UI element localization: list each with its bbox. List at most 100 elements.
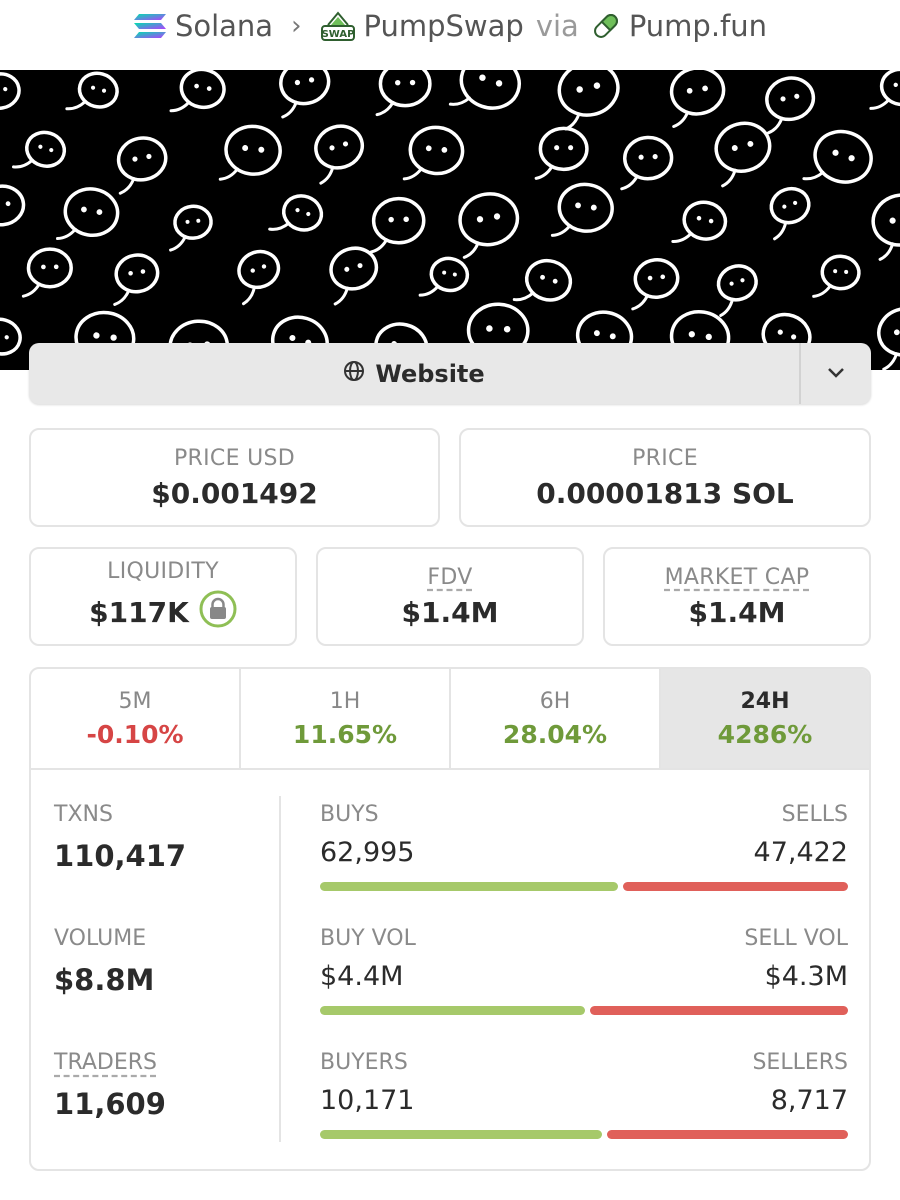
price-usd-card: PRICE USD $0.001492 (29, 428, 440, 527)
banner-doodle (169, 204, 213, 252)
buys-label: BUYS (320, 802, 379, 827)
traders-stat[interactable]: TRADERS 11,609 (54, 1050, 166, 1121)
period-tabs: 5M -0.10% 1H 11.65% 6H 28.04% 24H 4286% (31, 669, 869, 770)
stats-divider (279, 796, 281, 1142)
token-banner-image (0, 70, 900, 370)
banner-doodle (21, 247, 73, 298)
links-dropdown-button[interactable] (799, 343, 871, 404)
buy-bar-segment (320, 1130, 602, 1139)
banner-doodle (716, 264, 758, 317)
sell-bar-segment (589, 1006, 848, 1015)
buys-value: 62,995 (320, 837, 415, 868)
volume-value: $8.8M (54, 963, 155, 997)
liquidity-label: LIQUIDITY (107, 558, 219, 584)
buy-vol-value: $4.4M (320, 961, 404, 992)
buy-vol-label: BUY VOL (320, 926, 416, 951)
banner-doodle (631, 258, 680, 311)
liquidity-value: $117K (89, 595, 189, 629)
market-cap-card[interactable]: MARKET CAP $1.4M (603, 547, 871, 646)
liquidity-card: LIQUIDITY $117K (29, 547, 297, 646)
banner-doodle (12, 130, 67, 169)
price-native-card: PRICE 0.00001813 SOL (459, 428, 871, 527)
breadcrumb-launchpad[interactable]: Pump.fun (591, 9, 767, 43)
chain-name: Solana (174, 9, 274, 43)
buy-bar-segment (320, 882, 619, 891)
tab-24h[interactable]: 24H 4286% (661, 669, 869, 768)
txns-stat: TXNS 110,417 (54, 802, 186, 873)
lock-icon[interactable] (199, 590, 237, 635)
buy-sell-volume-bar (320, 1006, 848, 1015)
banner-doodle (512, 258, 573, 302)
banner-doodle (314, 124, 365, 185)
price-usd-value: $0.001492 (151, 476, 318, 510)
pumpswap-badge-text: SWAP (321, 29, 354, 40)
volume-stat: VOLUME $8.8M (54, 926, 154, 997)
price-native-value: 0.00001813 SOL (536, 476, 794, 510)
banner-doodle (458, 192, 520, 259)
buyers-value: 10,171 (320, 1085, 415, 1116)
tab-change: -0.10% (86, 719, 184, 749)
tab-1h[interactable]: 1H 11.65% (241, 669, 451, 768)
traders-value: 11,609 (54, 1087, 166, 1121)
buy-bar-segment (320, 1006, 585, 1015)
breadcrumb-chain[interactable]: Solana (133, 9, 273, 43)
buys-sells-bar (320, 882, 848, 891)
pill-icon (591, 11, 621, 41)
banner-doodle (669, 70, 726, 129)
banner-doodle (65, 71, 119, 111)
banner-doodle (534, 126, 589, 180)
website-label: Website (375, 359, 485, 388)
fdv-card[interactable]: FDV $1.4M (316, 547, 584, 646)
banner-doodle (877, 306, 900, 370)
banner-doodle (169, 70, 226, 113)
banner-doodle (671, 200, 728, 243)
website-button-group: Website (29, 343, 871, 404)
banner-doodle (218, 124, 282, 181)
chevron-down-icon (826, 364, 846, 383)
buys-sells-stat: BUYS SELLS 62,995 47,422 (320, 802, 848, 891)
launchpad-name: Pump.fun (628, 9, 768, 43)
pumpswap-icon: SWAP (320, 9, 356, 43)
tab-label: 5M (118, 688, 152, 714)
banner-doodle (869, 70, 900, 110)
breadcrumb-dex[interactable]: SWAP PumpSwap (320, 9, 524, 43)
market-cap-value: $1.4M (688, 595, 786, 629)
market-cap-label: MARKET CAP (664, 564, 810, 590)
buyers-sellers-stat: BUYERS SELLERS 10,171 8,717 (320, 1050, 848, 1139)
banner-doodle (56, 187, 120, 241)
tab-change: 28.04% (502, 719, 608, 749)
banner-doodle (402, 125, 465, 181)
dex-name: PumpSwap (363, 9, 524, 43)
sell-vol-value: $4.3M (764, 961, 848, 992)
sells-value: 47,422 (753, 837, 848, 868)
tab-change: 11.65% (292, 719, 398, 749)
banner-doodle (329, 246, 379, 306)
fdv-label: FDV (427, 564, 473, 590)
sell-bar-segment (623, 882, 848, 891)
banner-doodle (375, 70, 432, 117)
period-stats: TXNS 110,417 VOLUME $8.8M TRADERS 11,609… (31, 770, 869, 1169)
tab-6h[interactable]: 6H 28.04% (451, 669, 661, 768)
buy-sell-volume-stat: BUY VOL SELL VOL $4.4M $4.3M (320, 926, 848, 1015)
fdv-value: $1.4M (401, 595, 499, 629)
globe-icon (343, 360, 365, 388)
buyers-label: BUYERS (320, 1050, 408, 1075)
txns-value: 110,417 (54, 839, 187, 873)
buyers-sellers-bar (320, 1130, 848, 1139)
sellers-label: SELLERS (752, 1050, 848, 1075)
tab-label: 24H (740, 688, 790, 714)
breadcrumb: Solana › SWAP PumpSwap via Pump.fun (0, 0, 900, 52)
banner-doodle (769, 186, 811, 241)
tab-5m[interactable]: 5M -0.10% (31, 669, 241, 768)
sell-bar-segment (606, 1130, 848, 1139)
banner-doodle (279, 70, 331, 119)
banner-doodle (418, 256, 470, 297)
sells-label: SELLS (781, 802, 848, 827)
banner-doodle (802, 129, 873, 184)
banner-doodle (812, 254, 861, 298)
banner-doodle (113, 253, 160, 306)
website-button[interactable]: Website (29, 343, 799, 404)
banner-doodle (871, 193, 900, 261)
price-usd-label: PRICE USD (173, 445, 295, 471)
solana-icon (133, 12, 167, 40)
